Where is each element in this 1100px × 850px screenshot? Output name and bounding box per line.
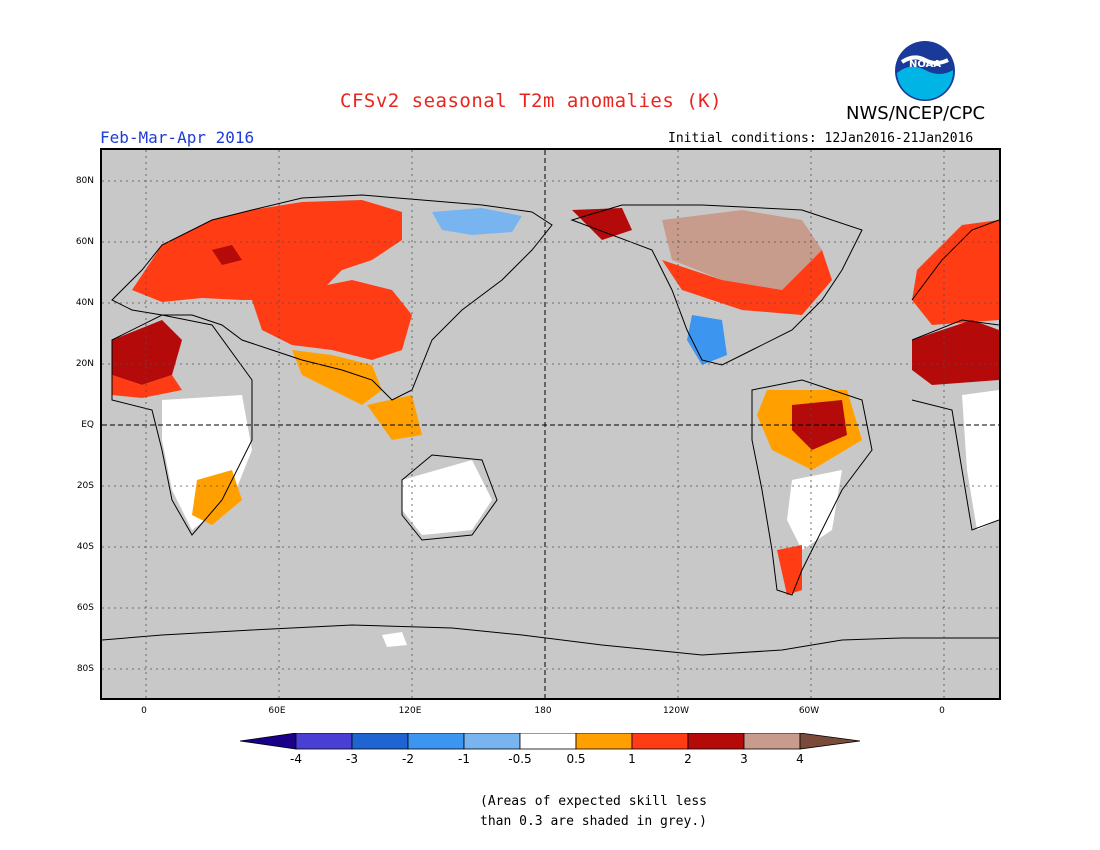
colorbar-label: -2 bbox=[402, 752, 414, 766]
noaa-logo-icon: NOAA bbox=[895, 41, 955, 101]
footnote-line-2: than 0.3 are shaded in grey.) bbox=[480, 814, 707, 829]
lon-label: 60W bbox=[798, 706, 820, 716]
colorbar-low-arrow bbox=[240, 733, 297, 750]
anomaly-sahara-red bbox=[112, 375, 182, 398]
colorbar-swatch bbox=[743, 733, 801, 750]
lat-label: 20N bbox=[75, 359, 94, 369]
colorbar-swatch bbox=[631, 733, 689, 750]
colorbar-swatch bbox=[575, 733, 633, 750]
anomaly-africa-right-darkred bbox=[912, 320, 999, 385]
coastline-north-america bbox=[570, 204, 863, 366]
lat-label: 60N bbox=[75, 237, 94, 247]
colorbar-label: 3 bbox=[740, 752, 748, 766]
lon-label: 60E bbox=[268, 706, 286, 716]
coastline-antarctica bbox=[101, 624, 999, 656]
noaa-logo-text: NOAA bbox=[909, 59, 941, 70]
initial-conditions-label: Initial conditions: 12Jan2016-21Jan2016 bbox=[668, 131, 974, 146]
lat-label: 80N bbox=[75, 176, 94, 186]
colorbar bbox=[240, 733, 861, 750]
colorbar-high-arrow bbox=[799, 733, 861, 750]
coastline-eurasia bbox=[111, 194, 553, 401]
anomaly-patagonia-red bbox=[777, 545, 802, 595]
lon-label: 0 bbox=[939, 706, 945, 716]
coastline-europe-right bbox=[911, 219, 1000, 301]
map-canvas bbox=[101, 150, 1000, 698]
agency-label: NWS/NCEP/CPC bbox=[846, 103, 986, 124]
anomaly-usa-blue bbox=[687, 315, 727, 365]
coastline-africa-right bbox=[911, 319, 1000, 531]
colorbar-label: -4 bbox=[290, 752, 302, 766]
lon-label: 180 bbox=[534, 706, 552, 716]
anomaly-europe-right-red bbox=[912, 220, 999, 325]
colorbar-label: 0.5 bbox=[566, 752, 586, 766]
anomaly-canada-red bbox=[662, 250, 832, 315]
anomaly-eurasia-red bbox=[132, 200, 402, 302]
lat-label: EQ bbox=[81, 420, 94, 430]
anomaly-canada-tan bbox=[662, 210, 822, 290]
lat-label: 60S bbox=[76, 603, 94, 613]
colorbar-label: -1 bbox=[458, 752, 470, 766]
colorbar-swatch bbox=[295, 733, 353, 750]
lat-label: 40S bbox=[76, 542, 94, 552]
lat-label: 40N bbox=[75, 298, 94, 308]
coastline-australia bbox=[401, 454, 498, 541]
skill-footnote: (Areas of expected skill less than 0.3 a… bbox=[480, 792, 707, 832]
footnote-line-1: (Areas of expected skill less bbox=[480, 794, 707, 809]
anomaly-se-asia-orange bbox=[367, 395, 422, 440]
lon-label: 120W bbox=[662, 706, 690, 716]
anomaly-africa-right-white bbox=[962, 390, 999, 530]
lon-label: 0 bbox=[141, 706, 147, 716]
season-label: Feb-Mar-Apr 2016 bbox=[100, 128, 255, 147]
anomaly-sa-white bbox=[787, 470, 842, 550]
gridlines bbox=[102, 150, 999, 698]
colorbar-swatch bbox=[519, 733, 577, 750]
anomaly-eurasia-darkred bbox=[212, 245, 242, 265]
lat-label: 80S bbox=[76, 664, 94, 674]
anomaly-australia-white bbox=[402, 460, 492, 535]
anomaly-na-darkred bbox=[572, 208, 632, 240]
colorbar-swatch bbox=[351, 733, 409, 750]
colorbar-swatch bbox=[687, 733, 745, 750]
anomaly-asia-red bbox=[252, 280, 412, 360]
coastline-africa bbox=[111, 314, 253, 536]
coastlines bbox=[101, 194, 1000, 656]
colorbar-label: 1 bbox=[628, 752, 636, 766]
colorbar-swatch bbox=[463, 733, 521, 750]
anomaly-shading bbox=[112, 200, 999, 647]
anomaly-antarctica-white bbox=[382, 632, 407, 647]
colorbar-label: 4 bbox=[796, 752, 804, 766]
colorbar-label: -3 bbox=[346, 752, 358, 766]
anomaly-sahara-darkred bbox=[112, 320, 182, 385]
equator-dateline bbox=[102, 150, 999, 698]
map-title: CFSv2 seasonal T2m anomalies (K) bbox=[340, 90, 723, 112]
lat-label: 20S bbox=[76, 481, 94, 491]
anomaly-africa-orange bbox=[192, 470, 242, 525]
anomaly-map bbox=[100, 148, 1001, 700]
coastline-south-america bbox=[751, 379, 873, 596]
colorbar-label: 2 bbox=[684, 752, 692, 766]
colorbar-label: -0.5 bbox=[508, 752, 532, 766]
colorbar-swatch bbox=[407, 733, 465, 750]
anomaly-amazon-darkred bbox=[792, 400, 847, 450]
lon-label: 120E bbox=[398, 706, 422, 716]
anomaly-asia-orange bbox=[292, 350, 382, 405]
anomaly-siberia-blue bbox=[432, 208, 522, 235]
